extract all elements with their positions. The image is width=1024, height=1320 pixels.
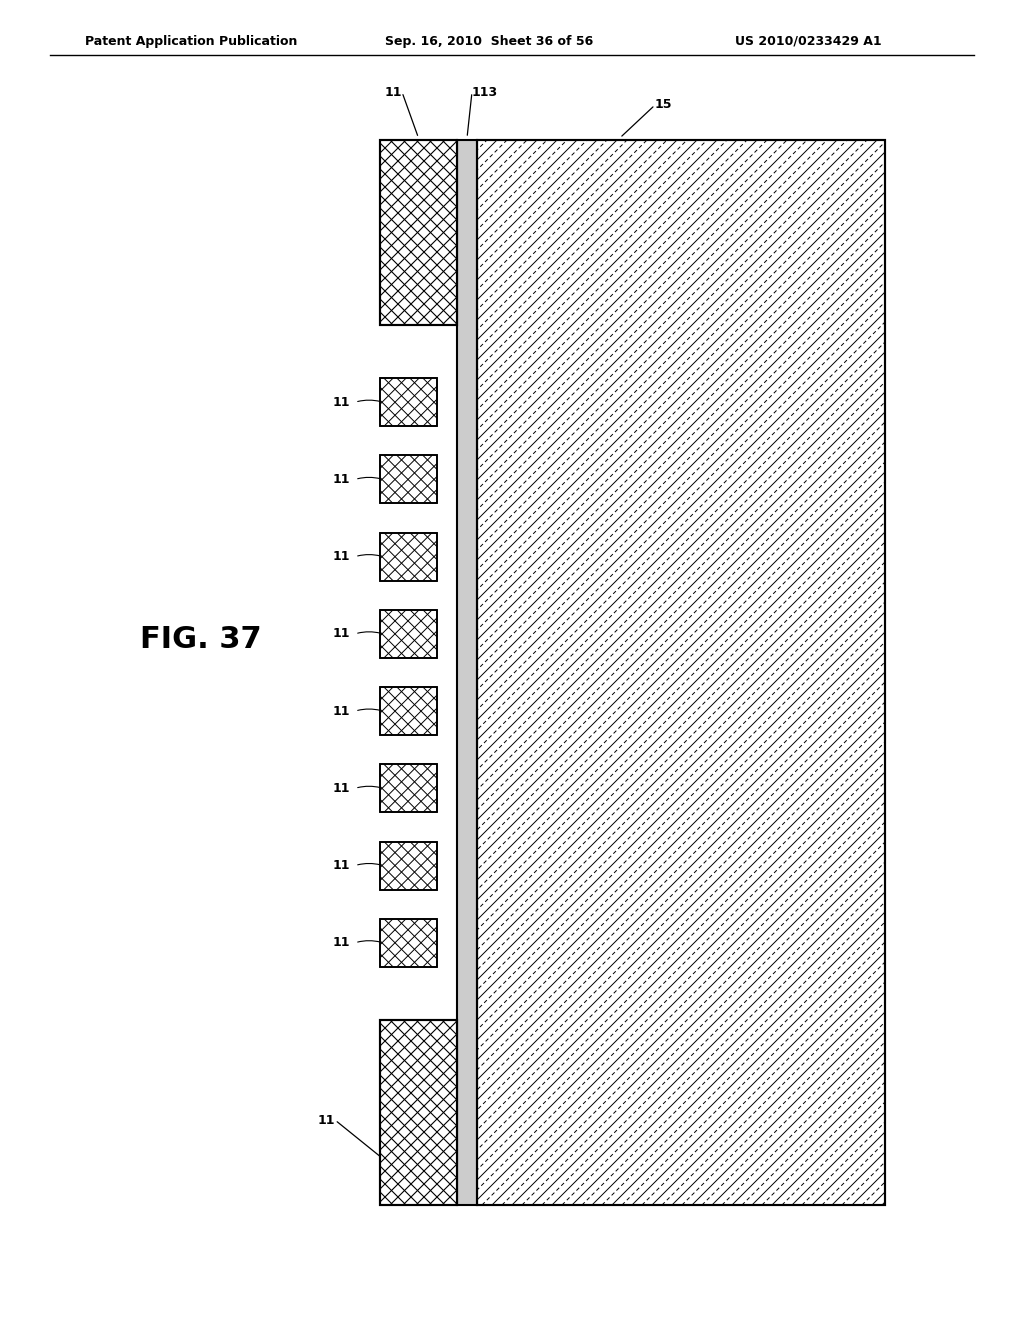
Text: 11: 11	[333, 473, 350, 486]
Bar	[380, 455, 437, 503]
Bar	[380, 1020, 457, 1205]
Text: 11: 11	[333, 781, 350, 795]
Bar	[380, 919, 437, 966]
Bar	[380, 379, 437, 426]
Bar	[380, 764, 437, 812]
Bar	[380, 610, 437, 657]
Bar	[380, 533, 437, 581]
Bar	[380, 610, 437, 657]
Text: 11: 11	[333, 936, 350, 949]
Bar	[477, 140, 885, 1205]
Text: 11: 11	[333, 859, 350, 873]
Bar	[380, 140, 457, 325]
Bar	[380, 379, 437, 426]
Text: 11: 11	[333, 396, 350, 409]
Bar	[380, 533, 437, 581]
Text: 11: 11	[333, 627, 350, 640]
Text: 113: 113	[472, 86, 498, 99]
Text: Patent Application Publication: Patent Application Publication	[85, 36, 297, 48]
Bar	[457, 140, 477, 1205]
Bar	[380, 919, 437, 966]
Text: 11: 11	[333, 550, 350, 564]
Bar	[380, 688, 437, 735]
Bar	[380, 842, 437, 890]
Text: Sep. 16, 2010  Sheet 36 of 56: Sep. 16, 2010 Sheet 36 of 56	[385, 36, 593, 48]
Text: US 2010/0233429 A1: US 2010/0233429 A1	[735, 36, 882, 48]
Text: 15: 15	[655, 99, 673, 111]
Bar	[380, 764, 437, 812]
Text: 11: 11	[317, 1114, 335, 1126]
Bar	[477, 140, 885, 1205]
Text: 11: 11	[333, 705, 350, 718]
Bar	[380, 455, 437, 503]
Bar	[380, 688, 437, 735]
Text: FIG. 37: FIG. 37	[140, 626, 261, 655]
Bar	[380, 842, 437, 890]
Bar	[380, 1020, 457, 1205]
Text: 11: 11	[384, 86, 402, 99]
Bar	[380, 140, 457, 325]
